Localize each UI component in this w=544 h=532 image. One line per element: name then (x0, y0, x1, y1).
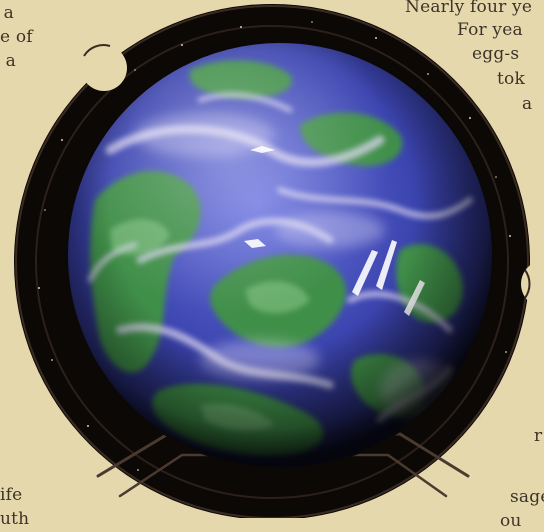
star-field (38, 21, 511, 471)
text-fragment: a (3, 3, 14, 23)
frame-notch-left (81, 44, 127, 91)
text-fragment: tok (497, 69, 525, 89)
text-fragment: e of (0, 27, 33, 47)
planet-sphere (67, 42, 493, 468)
planet-edge (66, 41, 494, 469)
text-fragment: sage (510, 487, 544, 507)
text-fragment: egg-s (472, 44, 520, 64)
text-fragment: For yea (457, 20, 523, 40)
text-fragment: a (5, 51, 16, 71)
text-fragment: a (522, 94, 533, 114)
text-fragment: r (534, 426, 543, 446)
text-fragment: ife (0, 485, 23, 505)
text-fragment: Nearly four ye (405, 0, 533, 17)
frame-notch-right (521, 260, 544, 308)
planet-illustration (14, 4, 544, 518)
